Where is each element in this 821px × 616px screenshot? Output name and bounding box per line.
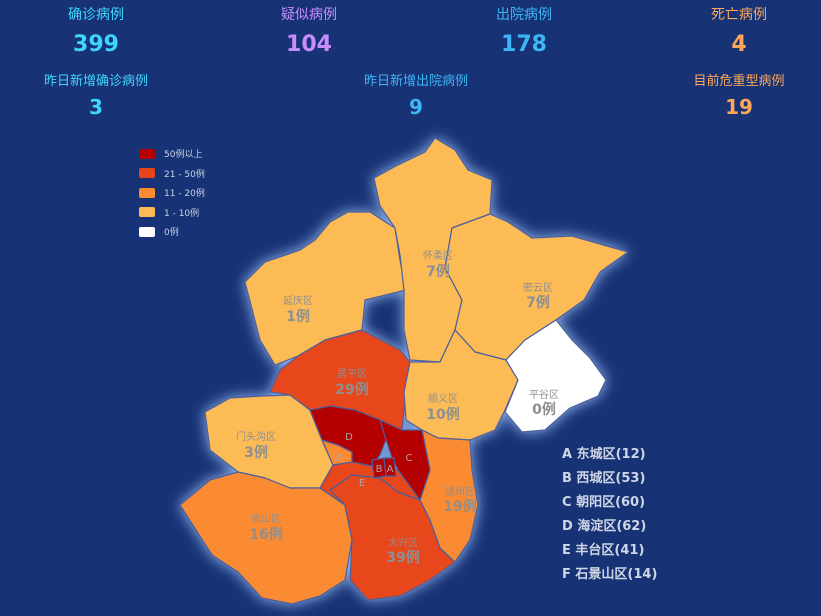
legend-label: 1 - 10例 bbox=[164, 208, 200, 219]
legend-item-11-20[interactable]: 11 - 20例 bbox=[139, 183, 205, 203]
label-shunyi-name: 顺义区 bbox=[428, 393, 458, 405]
stat-new-confirmed-value: 3 bbox=[89, 95, 103, 119]
legend-swatch bbox=[139, 168, 155, 179]
stat-confirmed: 确诊病例 399 bbox=[16, 4, 176, 57]
label-pinggu-count: 0例 bbox=[532, 401, 556, 418]
stat-new-discharged-label: 昨日新增出院病例 bbox=[363, 74, 468, 89]
stat-new-confirmed-label: 昨日新增确诊病例 bbox=[43, 74, 148, 89]
stat-critical-label: 目前危重型病例 bbox=[693, 74, 785, 89]
label-yanqing-name: 延庆区 bbox=[283, 294, 313, 307]
stat-deaths-value: 4 bbox=[731, 32, 747, 57]
stat-deaths: 死亡病例 4 bbox=[659, 4, 819, 57]
stat-suspected: 疑似病例 104 bbox=[229, 4, 389, 57]
stat-critical-value: 19 bbox=[725, 95, 753, 119]
legend-item-50-plus[interactable]: 50例以上 bbox=[139, 144, 205, 164]
legend-swatch bbox=[139, 226, 155, 237]
stat-discharged: 出院病例 178 bbox=[444, 4, 604, 57]
stat-confirmed-value: 399 bbox=[73, 32, 119, 57]
legend-label: 0例 bbox=[164, 228, 179, 239]
label-daxing-count: 39例 bbox=[386, 549, 419, 566]
list-item: A 东城区(12) bbox=[562, 447, 646, 462]
stat-critical: 目前危重型病例 19 bbox=[659, 70, 819, 119]
label-huairou-count: 7例 bbox=[426, 263, 450, 280]
label-core-a: A bbox=[387, 464, 394, 475]
label-miyun-name: 密云区 bbox=[523, 281, 553, 294]
region-dongcheng[interactable] bbox=[383, 457, 397, 477]
stat-discharged-value: 178 bbox=[501, 32, 547, 57]
label-shunyi-count: 10例 bbox=[426, 406, 459, 423]
label-changping-count: 29例 bbox=[335, 381, 368, 398]
legend-swatch bbox=[139, 207, 155, 218]
stat-new-confirmed: 昨日新增确诊病例 3 bbox=[16, 70, 176, 119]
legend-item-1-10[interactable]: 1 - 10例 bbox=[139, 203, 205, 223]
region-miyun[interactable] bbox=[444, 213, 629, 361]
legend-item-21-50[interactable]: 21 - 50例 bbox=[139, 164, 205, 184]
label-mentougou-name: 门头沟区 bbox=[236, 430, 276, 443]
list-item: E 丰台区(41) bbox=[562, 543, 645, 558]
region-chaoyang[interactable] bbox=[379, 419, 431, 501]
label-changping-name: 昌平区 bbox=[337, 368, 367, 380]
label-yanqing-count: 1例 bbox=[286, 308, 310, 325]
label-core-d: D bbox=[345, 432, 353, 443]
legend-swatch bbox=[139, 187, 155, 198]
label-fangshan-count: 16例 bbox=[249, 526, 282, 543]
label-fangshan-name: 房山区 bbox=[251, 512, 281, 525]
list-item: D 海淀区(62) bbox=[562, 519, 647, 534]
region-shunyi[interactable] bbox=[403, 329, 519, 441]
stat-discharged-label: 出院病例 bbox=[496, 7, 552, 23]
label-mentougou-count: 3例 bbox=[244, 444, 268, 461]
label-core-b: B bbox=[376, 464, 383, 475]
label-core-f: F bbox=[337, 453, 343, 464]
legend-label: 11 - 20例 bbox=[164, 189, 205, 200]
label-daxing-name: 大兴区 bbox=[388, 536, 418, 549]
map-legend: 50例以上 21 - 50例 11 - 20例 1 - 10例 0例 bbox=[139, 144, 205, 242]
stat-confirmed-label: 确诊病例 bbox=[68, 7, 124, 23]
label-tongzhou-count: 19例 bbox=[443, 498, 476, 515]
label-core-e: E bbox=[359, 478, 365, 489]
region-pinggu[interactable] bbox=[504, 319, 607, 433]
stat-deaths-label: 死亡病例 bbox=[711, 7, 767, 23]
stat-suspected-label: 疑似病例 bbox=[281, 7, 337, 23]
list-item: B 西城区(53) bbox=[562, 471, 646, 486]
label-pinggu-name: 平谷区 bbox=[529, 389, 559, 401]
stat-suspected-value: 104 bbox=[286, 32, 332, 57]
list-item: C 朝阳区(60) bbox=[562, 495, 646, 510]
legend-label: 50例以上 bbox=[164, 150, 203, 161]
label-huairou-name: 怀柔区 bbox=[423, 250, 453, 262]
list-item: F 石景山区(14) bbox=[562, 567, 658, 582]
label-miyun-count: 7例 bbox=[526, 294, 550, 311]
stat-new-discharged-value: 9 bbox=[409, 95, 423, 119]
legend-swatch bbox=[139, 148, 155, 159]
label-tongzhou-name: 通州区 bbox=[445, 486, 475, 498]
stat-new-discharged: 昨日新增出院病例 9 bbox=[336, 70, 496, 119]
core-district-list: A 东城区(12) B 西城区(53) C 朝阳区(60) D 海淀区(62) … bbox=[562, 443, 657, 587]
legend-label: 21 - 50例 bbox=[164, 169, 205, 180]
label-core-c: C bbox=[406, 453, 413, 464]
legend-item-0[interactable]: 0例 bbox=[139, 222, 205, 242]
